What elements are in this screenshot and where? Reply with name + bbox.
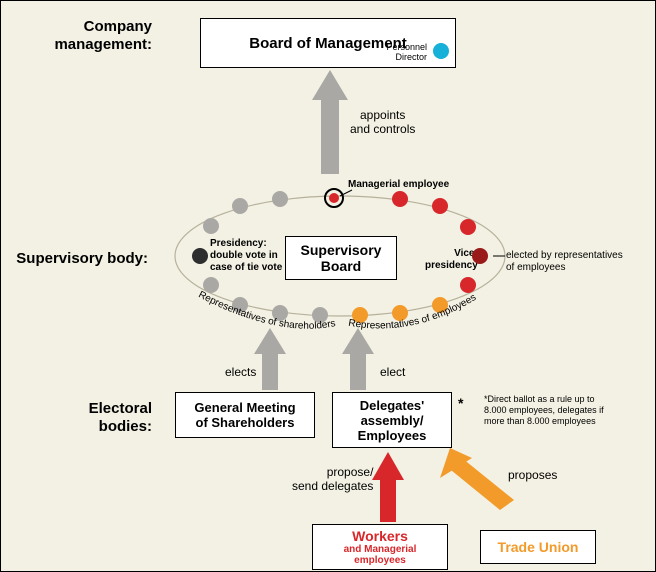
- label-electoral-bodies: Electoralbodies:: [72, 400, 152, 436]
- personnel-director-label: PersonnelDirector: [386, 43, 427, 63]
- label-company-management: Companymanagement:: [32, 18, 152, 54]
- workers-sub: and Managerialemployees: [344, 544, 417, 566]
- managerial-employee-label: Managerial employee: [348, 179, 449, 191]
- board-of-management-box: Board of Management PersonnelDirector: [200, 18, 456, 68]
- workers-box: Workers and Managerialemployees: [312, 524, 448, 570]
- workers-title: Workers: [352, 528, 408, 544]
- direct-ballot-footnote: *Direct ballot as a rule up to8.000 empl…: [484, 394, 644, 426]
- board-title: Board of Management: [249, 35, 407, 52]
- personnel-director-dot: [433, 43, 449, 59]
- supervisory-board-box: SupervisoryBoard: [285, 236, 397, 280]
- vice-presidency-label: Vice-presidency: [425, 248, 478, 272]
- presidency-label: Presidency:double vote incase of tie vot…: [210, 238, 282, 274]
- elects-label: elects: [225, 365, 256, 379]
- elected-by-reps-label: elected by representativesof employees: [506, 250, 623, 274]
- delegates-assembly-box: Delegates'assembly/Employees: [332, 392, 452, 448]
- propose-send-delegates-label: propose/send delegates: [292, 465, 373, 494]
- trade-union-box: Trade Union: [480, 530, 596, 564]
- proposes-label: proposes: [508, 468, 557, 482]
- appoints-label: appointsand controls: [350, 108, 415, 137]
- label-supervisory-body: Supervisory body:: [8, 250, 148, 268]
- general-meeting-box: General Meetingof Shareholders: [175, 392, 315, 438]
- elect-label: elect: [380, 365, 405, 379]
- delegates-star: *: [458, 395, 463, 412]
